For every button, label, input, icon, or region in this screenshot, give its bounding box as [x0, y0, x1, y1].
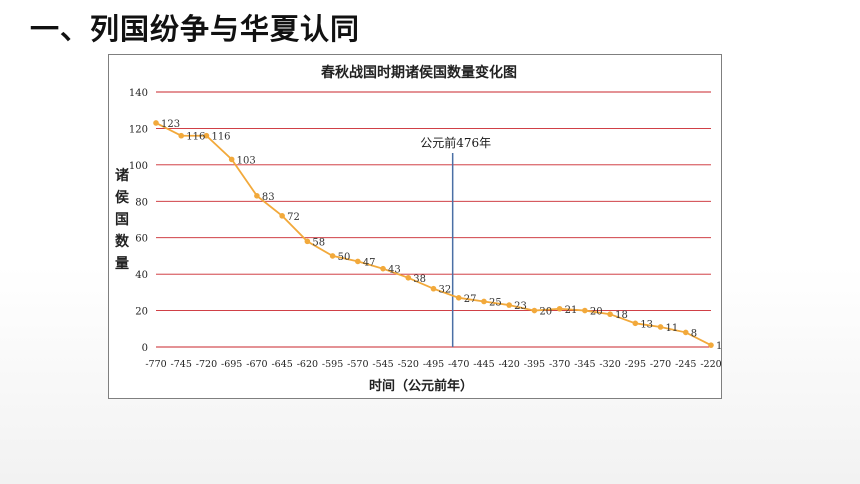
data-point [380, 265, 386, 272]
x-tick-label: -270 [650, 359, 671, 370]
y-axis-label-char: 侯 [115, 189, 130, 206]
y-tick-label: 140 [129, 88, 148, 99]
x-tick-label: -720 [196, 359, 217, 370]
x-tick-label: -645 [271, 359, 292, 370]
x-tick-label: -770 [145, 359, 166, 370]
x-tick-label: -595 [322, 359, 343, 370]
x-tick-label: -520 [398, 359, 419, 370]
y-axis-label-char: 量 [115, 256, 129, 272]
data-point [657, 324, 664, 330]
data-label: 13 [640, 319, 653, 330]
x-tick-label: -695 [221, 359, 242, 370]
x-tick-label: -570 [347, 359, 368, 370]
data-point [582, 307, 588, 314]
data-point [153, 120, 159, 126]
y-tick-label: 0 [142, 343, 148, 354]
x-tick-label: -745 [171, 359, 192, 370]
x-tick-labels: -770 -745 -720 -695 -670 -645 -620 -595 -570 -545… [145, 359, 721, 370]
data-label: 21 [565, 305, 578, 316]
y-tick-label: 120 [129, 124, 148, 135]
y-tick-label: 40 [135, 270, 148, 281]
x-tick-label: -470 [448, 359, 469, 370]
data-label: 72 [287, 212, 300, 223]
y-tick-label: 60 [135, 234, 148, 245]
data-label: 8 [691, 328, 697, 339]
annotation-group: 公元前476年 [420, 135, 491, 347]
data-point [506, 302, 512, 308]
data-label: 58 [312, 237, 325, 248]
data-label: 11 [666, 323, 679, 334]
y-tick-label: 80 [135, 197, 148, 208]
data-point [708, 342, 714, 348]
y-tick-labels: 0 20 40 60 80 100 120 140 [129, 88, 148, 354]
data-label: 47 [363, 257, 376, 268]
data-point [607, 311, 613, 318]
slide-title: 一、列国纷争与华夏认同 [30, 12, 361, 46]
chart-frame: 春秋战国时期诸侯国数量变化图 0 20 40 60 80 100 120 140 -770 -7… [108, 54, 722, 399]
data-label: 116 [211, 132, 230, 143]
data-point [405, 274, 412, 281]
y-tick-label: 20 [135, 307, 148, 318]
annotation-label: 公元前476年 [420, 135, 491, 150]
y-axis-label-char: 数 [115, 233, 130, 250]
x-tick-label: -320 [599, 359, 620, 370]
data-point [203, 132, 210, 139]
data-point [304, 238, 311, 245]
x-tick-label: -370 [549, 359, 570, 370]
data-label: 50 [338, 252, 351, 263]
data-label: 18 [615, 310, 628, 321]
data-point [254, 193, 260, 199]
data-label: 103 [237, 155, 256, 166]
x-tick-label: -245 [675, 359, 696, 370]
data-label: 83 [262, 192, 275, 203]
chart-title: 春秋战国时期诸侯国数量变化图 [320, 64, 517, 81]
y-axis-label-char: 诸 [115, 167, 129, 184]
y-axis-label-char: 国 [115, 212, 129, 228]
x-tick-label: -545 [372, 359, 393, 370]
x-tick-label: -670 [246, 359, 267, 370]
data-label: 123 [161, 119, 180, 130]
data-point [329, 253, 336, 259]
x-axis-label: 时间（公元前年） [369, 378, 473, 394]
data-label: 38 [413, 274, 426, 285]
data-point [178, 132, 185, 139]
data-label: 23 [514, 301, 527, 312]
data-point [355, 258, 361, 265]
gridlines [156, 91, 711, 348]
data-point [531, 307, 538, 314]
data-label: 32 [439, 285, 452, 296]
data-point [279, 213, 285, 219]
x-tick-label: -345 [574, 359, 595, 370]
data-point [481, 298, 487, 305]
data-label: 116 [186, 132, 205, 143]
data-label: 25 [489, 297, 502, 308]
data-point [556, 305, 563, 312]
series-layer [153, 120, 714, 348]
x-tick-label: -220 [700, 359, 721, 370]
data-point [430, 285, 437, 292]
data-label: 20 [590, 307, 603, 318]
data-label: 27 [464, 294, 477, 305]
data-point [682, 329, 689, 336]
y-tick-label: 100 [129, 161, 148, 172]
y-axis-label: 诸侯国数量 [115, 167, 130, 272]
data-point [228, 156, 235, 163]
data-label: 20 [539, 307, 552, 318]
x-tick-label: -495 [423, 359, 444, 370]
x-tick-label: -620 [297, 359, 318, 370]
data-label: 1 [716, 341, 721, 352]
data-labels: 123 116 116 103 83 72 58 50 47 43 38 32 27 25 23 20 21 20… [161, 119, 721, 352]
x-tick-label: -395 [524, 359, 545, 370]
x-tick-label: -295 [625, 359, 646, 370]
x-tick-label: -420 [499, 359, 520, 370]
x-tick-label: -445 [473, 359, 494, 370]
data-point [455, 295, 462, 301]
data-point [632, 320, 639, 327]
data-label: 43 [388, 265, 401, 276]
